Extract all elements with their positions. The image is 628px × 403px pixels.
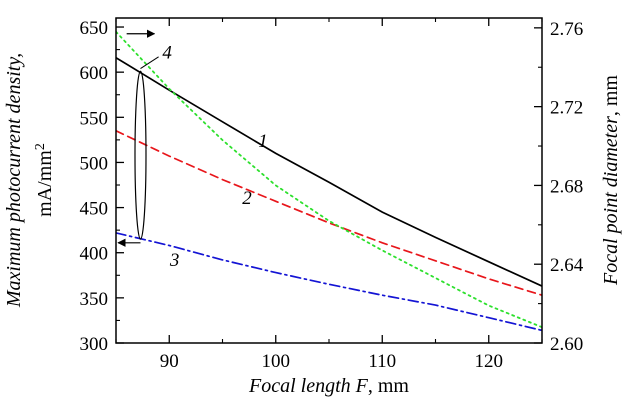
y-left-tick-label: 350 — [80, 289, 109, 310]
y-left-tick-label: 450 — [80, 199, 109, 220]
series-line-3 — [116, 232, 542, 332]
x-axis-title-main: Focal length F — [248, 375, 369, 397]
annotation-layer: 1 2 3 4 — [117, 29, 268, 271]
y-left-tick-label: 300 — [80, 334, 109, 355]
y-right-title-group: Focal point diameter, mm — [600, 75, 622, 286]
y-right-tick-label: 2.76 — [550, 19, 583, 40]
x-tick-label: 120 — [475, 351, 504, 372]
y-left-tick-label: 500 — [80, 153, 109, 174]
y-right-title-main: Focal point diameter — [600, 116, 622, 286]
y-right-tick-label: 2.72 — [550, 98, 583, 119]
y-left-unit-base: mA/mm — [34, 150, 56, 217]
y-right-tick-label: 2.60 — [550, 334, 583, 355]
y-left-tick-label: 600 — [80, 63, 109, 84]
curve-label-4: 4 — [162, 42, 172, 63]
y-left-tick-label: 400 — [80, 244, 109, 265]
plot-frame — [115, 17, 543, 344]
y-left-axis-title: Maximum photocurrent density, — [3, 53, 25, 308]
series-layer — [116, 30, 542, 332]
series-line-2 — [116, 129, 542, 297]
x-axis-title-unit: , mm — [368, 375, 410, 397]
series-line-1 — [116, 56, 542, 287]
curve-label-1: 1 — [258, 131, 268, 152]
x-tick-label: 110 — [368, 351, 396, 372]
y-left-axis-unit: mA/mm2 — [33, 143, 56, 217]
grouping-ellipse — [134, 70, 147, 240]
series-line-4 — [116, 30, 542, 329]
x-tick-label: 100 — [262, 351, 291, 372]
ticks-layer: 90 100 110 120 300 350 400 450 500 550 600 650 2.60 2… — [80, 18, 584, 372]
y-right-title-unit: , mm — [600, 75, 622, 117]
y-left-title-line1-group: Maximum photocurrent density, — [3, 53, 25, 308]
x-tick-label: 90 — [160, 351, 179, 372]
y-right-tick-label: 2.64 — [550, 255, 584, 276]
y-left-tick-label: 550 — [80, 108, 109, 129]
curve-label-2: 2 — [242, 188, 252, 209]
y-right-axis-title: Focal point diameter, mm — [600, 75, 622, 286]
y-left-unit-sup: 2 — [33, 143, 48, 150]
y-left-title-line2-group: mA/mm2 — [33, 143, 56, 217]
y-right-tick-label: 2.68 — [550, 176, 583, 197]
y-left-tick-label: 650 — [80, 18, 109, 39]
curve-4-leader-line — [140, 56, 159, 69]
x-axis-title: Focal length F, mm — [248, 375, 409, 397]
curve-label-3: 3 — [169, 250, 180, 271]
